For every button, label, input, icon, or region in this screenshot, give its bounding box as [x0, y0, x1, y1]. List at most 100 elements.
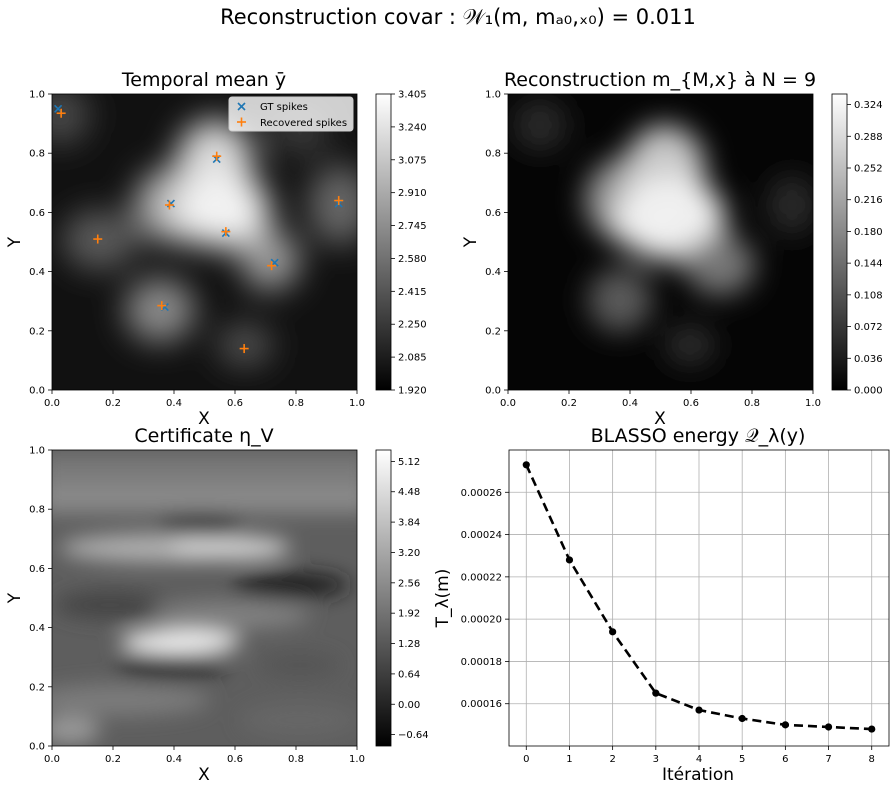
panel-b-heatmap: [508, 94, 813, 390]
y-tick-label: 0.6: [29, 564, 45, 575]
colorbar-tick-label: 0.144: [854, 259, 883, 270]
panel-b-title: Reconstruction m_{M,x} à N = 9: [504, 69, 816, 91]
recovered-spike-marker: [239, 344, 249, 354]
colorbar-tick-label: −0.64: [398, 730, 429, 741]
colorbar-tick-label: 0.324: [854, 100, 883, 111]
y-tick-label: 1.0: [29, 446, 45, 457]
y-tick-label: 0.4: [485, 267, 501, 278]
colorbar-tick-label: 4.48: [398, 487, 420, 498]
energy-point: [824, 723, 833, 731]
recovered-spike-marker: [164, 200, 174, 210]
x-tick-label: 1.0: [349, 398, 365, 409]
x-tick-label: 0.4: [622, 398, 638, 409]
colorbar-tick-label: 1.920: [398, 386, 427, 397]
y-tick-label: 0.00016: [461, 699, 502, 710]
colorbar-tick-label: 3.84: [398, 518, 420, 529]
panel-c-xlabel: X: [198, 765, 210, 785]
panel-a-ylabel: Y: [5, 236, 25, 248]
panel-d-grid: [509, 450, 889, 746]
legend-gt-marker: [237, 102, 246, 111]
colorbar-tick-label: 3.405: [398, 90, 427, 101]
y-tick-label: 0.6: [485, 208, 501, 219]
panel-a-xlabel: X: [198, 409, 210, 429]
panel-temporal-mean: Temporal mean ȳ 0.0 0.2 0.4 0.6 0.8 1.0 0.0 0.2…: [5, 69, 427, 429]
y-tick-label: 1.0: [29, 90, 45, 101]
y-tick-label: 0.0: [485, 386, 501, 397]
colorbar-tick-label: 2.745: [398, 221, 427, 232]
energy-point: [868, 725, 876, 733]
x-tick-label: 5: [739, 754, 745, 765]
x-tick-label: 3: [653, 754, 659, 765]
panel-c-ticks: 0.0 0.2 0.4 0.6 0.8 1.0 0.0 0.2 0.4 0.6 0.8 1.0: [29, 446, 365, 766]
energy-point: [565, 556, 574, 564]
panel-blasso-energy: BLASSO energy 𝒬_λ(y) 0 1 2 3 4 5 6 7 8 0.00016 0.0…: [433, 425, 890, 785]
gt-spike-marker: [166, 199, 176, 208]
x-tick-label: 0.0: [500, 398, 516, 409]
panel-a-ticks: 0.0 0.2 0.4 0.6 0.8 1.0 0.0 0.2 0.4 0.6 0.8 1.0: [29, 90, 365, 410]
colorbar-tick-label: 3.075: [398, 155, 427, 166]
colorbar-tick-label: 3.240: [398, 122, 427, 133]
colorbar-tick-label: 2.910: [398, 188, 427, 199]
colorbar-tick-label: 3.20: [398, 548, 420, 559]
panel-b-ticks: 0.0 0.2 0.4 0.6 0.8 1.0 0.0 0.2 0.4 0.6 0.8 1.0: [485, 90, 821, 410]
x-tick-label: 4: [696, 754, 702, 765]
panel-a-frame: [51, 93, 358, 391]
recovered-spike-marker: [212, 151, 222, 161]
energy-point: [522, 461, 530, 469]
colorbar-tick-label: 0.000: [854, 386, 883, 397]
y-tick-label: 0.4: [29, 623, 45, 634]
legend-recovered-label: Recovered spikes: [260, 118, 347, 129]
energy-point: [652, 689, 660, 697]
panel-c-frame: [51, 449, 358, 747]
colorbar-tick-label: 0.180: [854, 227, 883, 238]
x-tick-label: 7: [825, 754, 831, 765]
panel-c-ylabel: Y: [5, 592, 25, 604]
legend-recovered-marker: [237, 117, 246, 127]
panel-b-colorbar: 0.000 0.036 0.072 0.108 0.144 0.180 0.216 0.252…: [831, 93, 883, 397]
panel-d-ylabel: T_λ(m): [433, 569, 453, 629]
legend-gt-label: GT spikes: [260, 102, 308, 113]
panel-d-ticks: 0 1 2 3 4 5 6 7 8 0.00016 0.00018 0.00020 0.00022 0.0…: [461, 488, 875, 765]
colorbar-tick-label: 0.108: [854, 290, 883, 301]
panel-d-series: [522, 461, 876, 733]
recovered-spike-marker: [56, 108, 66, 118]
x-tick-label: 2: [609, 754, 615, 765]
colorbar-tick-label: 0.288: [854, 132, 883, 143]
y-tick-label: 0.8: [29, 505, 45, 516]
energy-point: [738, 714, 746, 723]
x-tick-label: 0: [523, 754, 529, 765]
x-tick-label: 1: [566, 754, 572, 765]
y-tick-label: 0.4: [29, 267, 45, 278]
x-tick-label: 0.6: [683, 398, 699, 409]
colorbar-tick-label: 2.085: [398, 353, 427, 364]
colorbar-tick-label: 2.56: [398, 578, 420, 589]
x-tick-label: 0.0: [44, 398, 60, 409]
y-tick-label: 1.0: [485, 90, 501, 101]
panel-certificate: Certificate η_V 0.0 0.2 0.4 0.6 0.8 1.0: [5, 425, 429, 785]
recovered-spike-marker: [157, 301, 167, 311]
y-tick-label: 0.6: [29, 208, 45, 219]
x-tick-label: 0.4: [166, 398, 182, 409]
x-tick-label: 8: [869, 754, 875, 765]
x-tick-label: 0.2: [105, 754, 121, 765]
recovered-spike-marker: [334, 196, 344, 206]
colorbar-tick-label: 0.072: [854, 322, 883, 333]
x-tick-label: 0.6: [227, 754, 243, 765]
figure-suptitle: Reconstruction covar : 𝒲₁(m, mₐ₀,ₓ₀) = 0…: [220, 5, 696, 29]
y-tick-label: 0.00018: [461, 657, 502, 668]
y-tick-label: 0.00026: [461, 488, 502, 499]
x-tick-label: 0.2: [561, 398, 577, 409]
y-tick-label: 0.8: [485, 149, 501, 160]
panel-d-title: BLASSO energy 𝒬_λ(y): [591, 425, 806, 447]
x-tick-label: 6: [782, 754, 788, 765]
colorbar-tick-label: 0.64: [398, 669, 420, 680]
x-tick-label: 0.6: [227, 398, 243, 409]
colorbar-tick-label: 0.252: [854, 164, 883, 175]
panel-a-markers: [54, 104, 344, 354]
x-tick-label: 1.0: [349, 754, 365, 765]
panel-b-frame: [507, 93, 814, 391]
panel-b-ylabel: Y: [461, 236, 481, 248]
panel-c-title: Certificate η_V: [134, 425, 273, 447]
y-tick-label: 0.0: [29, 742, 45, 753]
